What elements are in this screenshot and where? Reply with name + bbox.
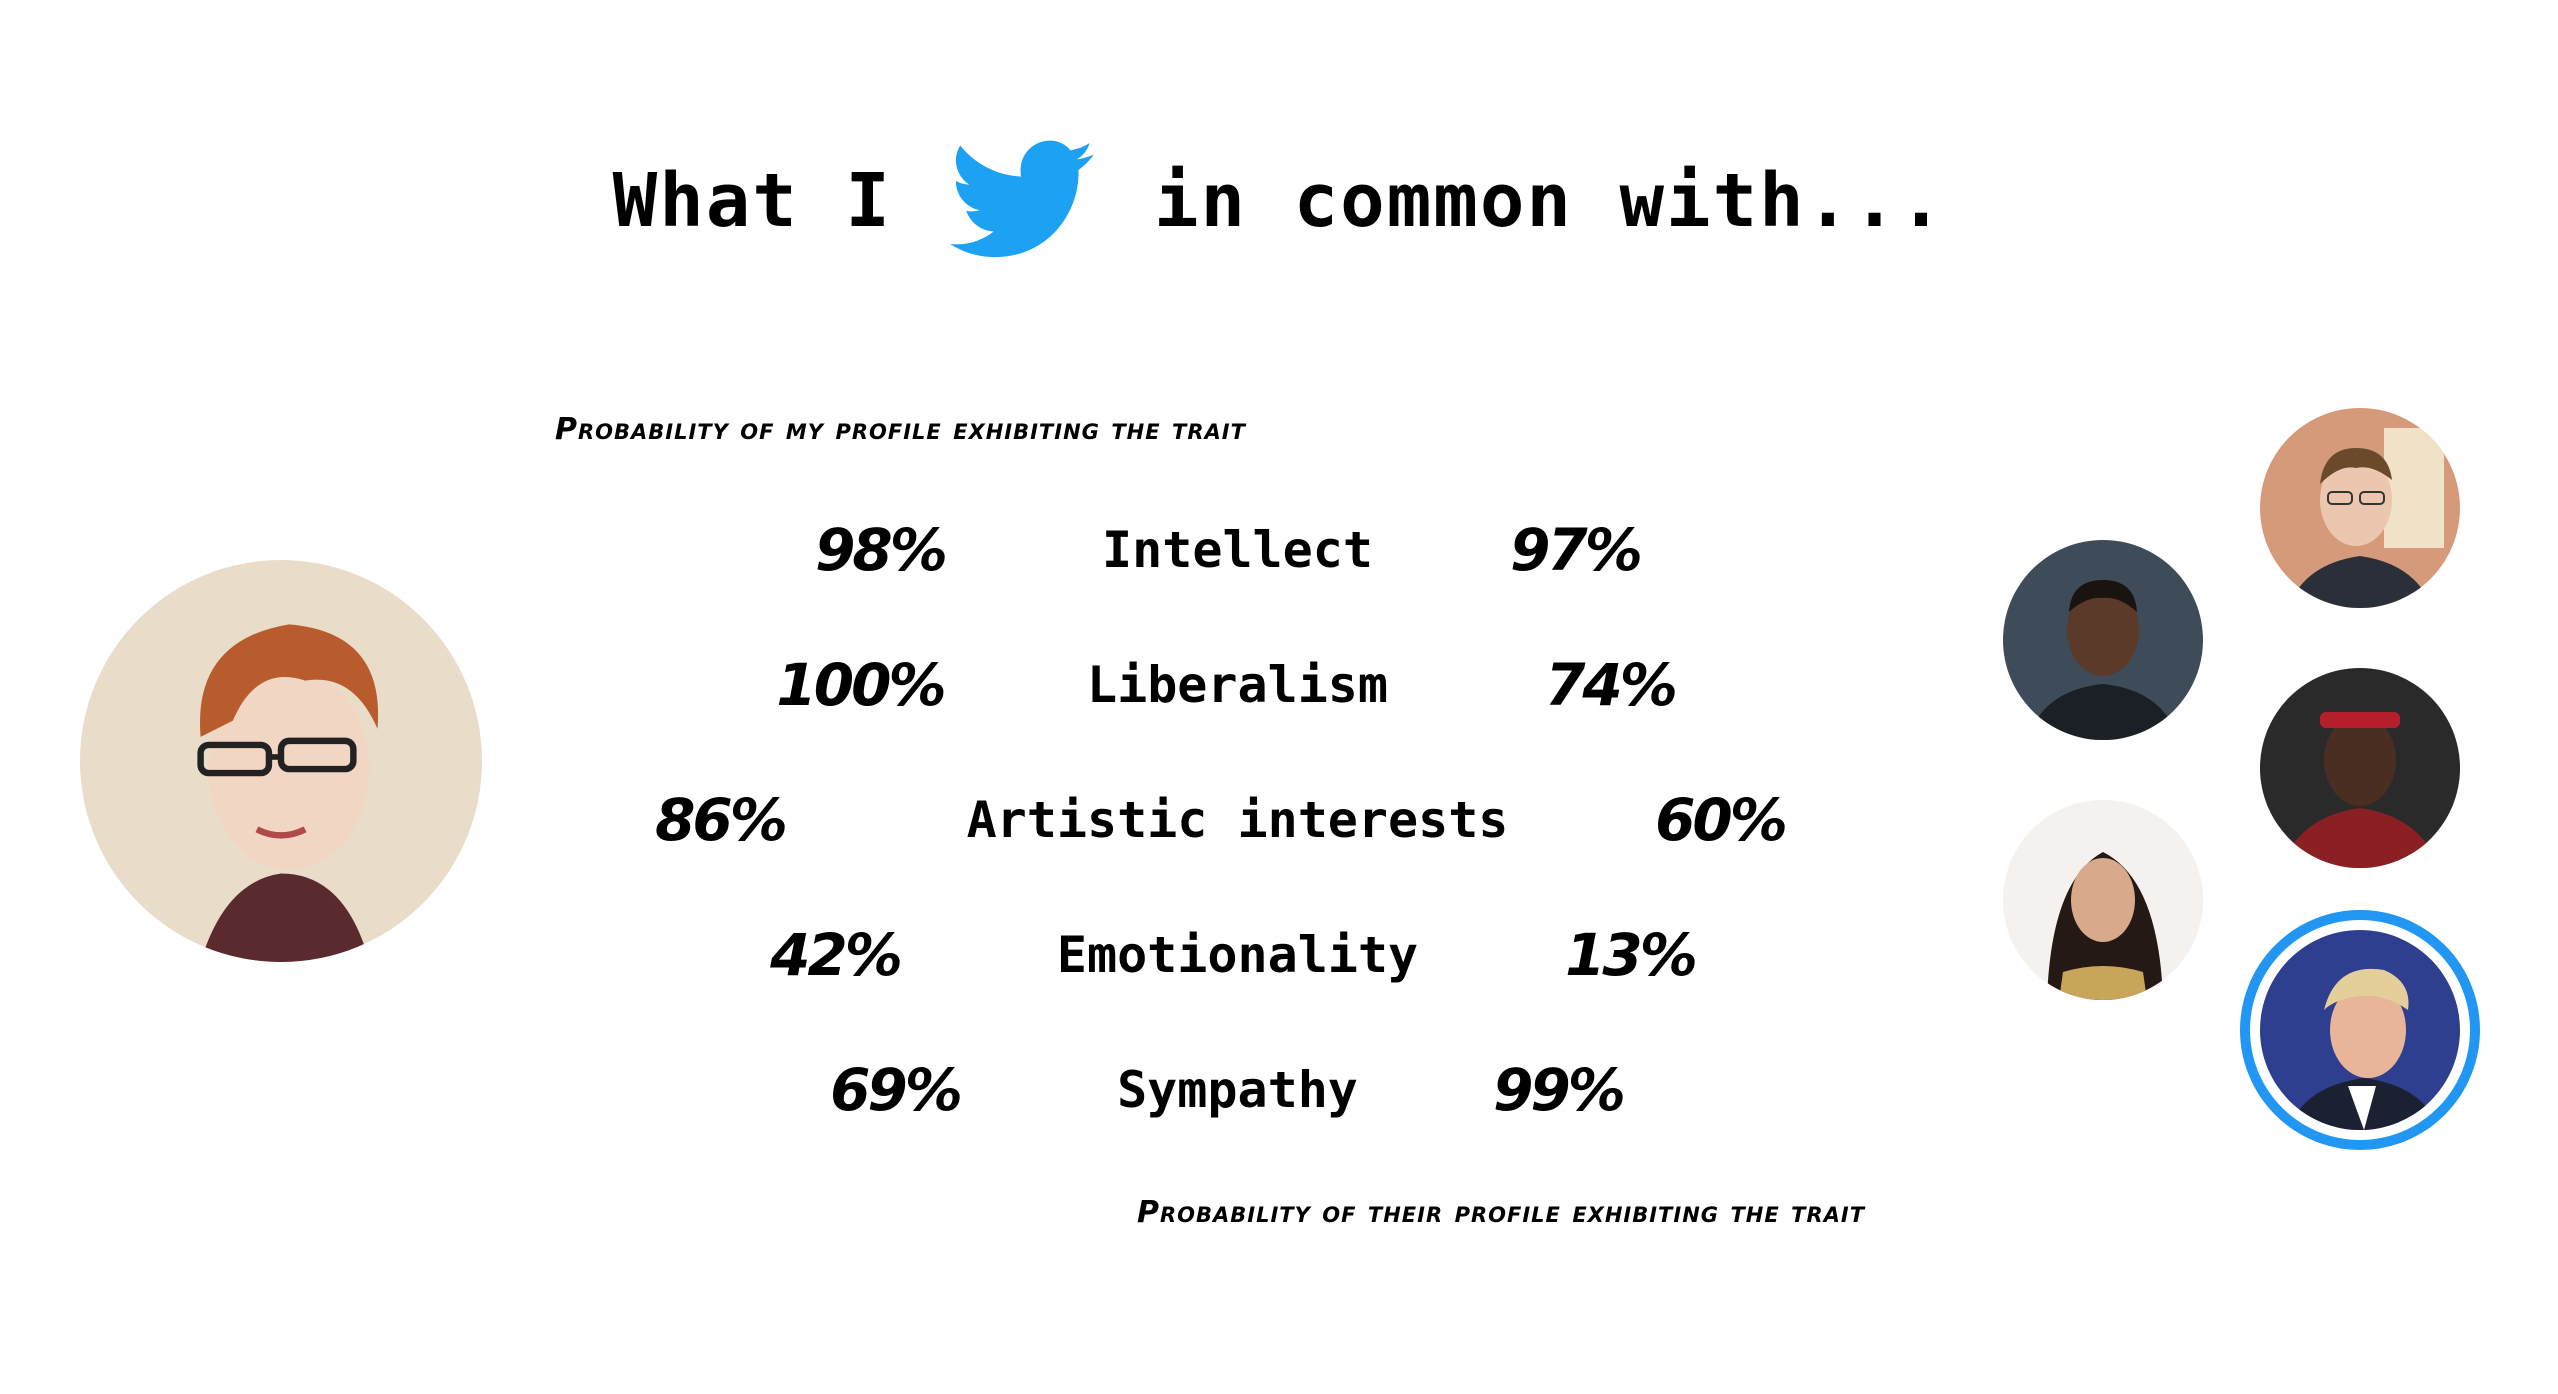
trait-label: Artistic interests <box>966 791 1509 849</box>
mine-percent: 42% <box>770 921 903 989</box>
mine-percent: 98% <box>815 516 948 584</box>
my-avatar <box>80 560 482 962</box>
avatar-person-2[interactable] <box>2260 408 2460 608</box>
avatar-person-1[interactable] <box>2003 540 2203 740</box>
avatar-selected-ring[interactable] <box>2240 910 2480 1150</box>
trait-label: Liberalism <box>1086 656 1389 714</box>
mine-percent: 69% <box>830 1056 963 1124</box>
twitter-bird-icon <box>948 140 1098 262</box>
avatar-person-4[interactable] <box>2003 800 2203 1000</box>
theirs-percent: 60% <box>1655 786 1788 854</box>
mine-percent: 86% <box>655 786 788 854</box>
avatar-person-5[interactable] <box>2260 930 2460 1130</box>
theirs-percent: 97% <box>1510 516 1643 584</box>
theirs-percent: 99% <box>1493 1056 1626 1124</box>
mine-percent: 100% <box>776 651 946 719</box>
caption-mine: Probability of my profile exhibiting the… <box>555 412 1246 447</box>
page-title: What I in common with... <box>0 140 2558 262</box>
trait-label: Sympathy <box>1117 1061 1358 1119</box>
caption-theirs: Probability of their profile exhibiting … <box>1137 1195 1866 1230</box>
title-after: in common with... <box>1153 158 1946 244</box>
avatar-person-3[interactable] <box>2260 668 2460 868</box>
theirs-percent: 13% <box>1565 921 1698 989</box>
theirs-percent: 74% <box>1545 651 1678 719</box>
trait-label: Intellect <box>1102 521 1373 579</box>
trait-label: Emotionality <box>1056 926 1419 984</box>
title-before: What I <box>612 158 892 244</box>
